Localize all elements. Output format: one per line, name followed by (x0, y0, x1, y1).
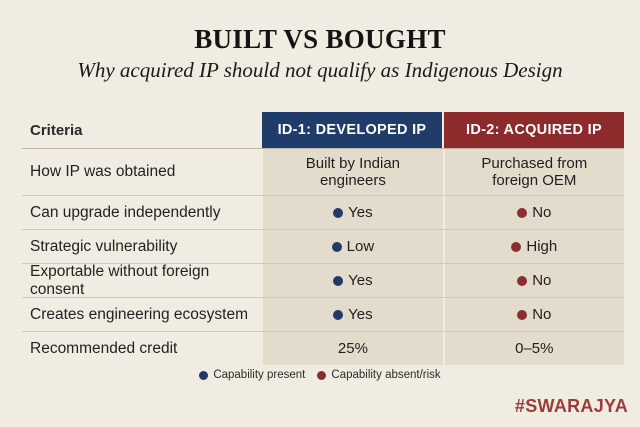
brand-logo: #SWARAJYA (514, 396, 628, 416)
developed-ip-value-text: Low (346, 237, 375, 255)
capability-absent-dot-icon (517, 309, 528, 320)
table-row: Can upgrade independently Yes No (22, 196, 624, 230)
acquired-ip-value-text: No (532, 271, 552, 289)
legend-label: Capability present (213, 369, 306, 381)
table-row: Strategic vulnerability Low High (22, 230, 624, 264)
criteria-label: Can upgrade independently (30, 203, 221, 221)
acquired-ip-value: High (444, 230, 624, 263)
table-row: How IP was obtained Built by Indian engin… (22, 149, 624, 196)
developed-ip-value: Yes (263, 264, 443, 297)
legend-item-absent: Capability absent/risk (317, 369, 441, 381)
acquired-ip-value: No (444, 298, 624, 331)
criteria-label: Strategic vulnerability (30, 237, 178, 255)
capability-absent-dot-icon (511, 241, 522, 252)
capability-absent-dot-icon (517, 207, 528, 218)
comparison-table: Criteria ID-1: DEVELOPED IP ID-2: ACQUIR… (22, 112, 624, 365)
acquired-ip-value: 0–5% (444, 332, 624, 365)
acquired-ip-value-text: No (532, 305, 552, 323)
acquired-ip-header: ID-2: ACQUIRED IP (444, 112, 624, 148)
page-title: BUILT VS BOUGHT (194, 24, 446, 54)
developed-ip-value-line: engineers (319, 172, 386, 189)
developed-ip-value: Low (263, 230, 443, 263)
capability-absent-dot-icon (517, 275, 528, 286)
acquired-ip-value: No (444, 264, 624, 297)
table-row: Exportable without foreign consent Yes N… (22, 262, 624, 298)
acquired-ip-value-text: 0–5% (515, 339, 554, 357)
developed-ip-value: 25% (263, 332, 443, 365)
developed-ip-value: Built by Indian engineers (263, 149, 443, 195)
page-subtitle: Why acquired IP should not qualify as In… (77, 58, 563, 82)
table-row: Creates engineering ecosystem Yes No (22, 298, 624, 332)
developed-ip-value-text: Yes (348, 203, 373, 221)
acquired-ip-value-text: High (526, 237, 558, 255)
criteria-label: How IP was obtained (30, 163, 176, 180)
legend-label: Capability absent/risk (331, 369, 441, 381)
capability-present-dot-icon (333, 275, 344, 286)
acquired-ip-value: No (444, 196, 624, 229)
legend-item-present: Capability present (199, 369, 305, 381)
capability-present-dot-icon (331, 241, 342, 252)
acquired-ip-value-line: Purchased from (481, 154, 588, 172)
table-row: Recommended credit 25% 0–5% (22, 332, 624, 365)
criteria-label: Recommended credit (30, 339, 178, 357)
criteria-header: Criteria (30, 121, 83, 139)
table-header-row: Criteria ID-1: DEVELOPED IP ID-2: ACQUIR… (22, 112, 624, 149)
criteria-label: Creates engineering ecosystem (30, 305, 248, 323)
developed-ip-value-line: Built by Indian (305, 154, 401, 172)
developed-ip-value: Yes (263, 196, 443, 229)
developed-ip-header: ID-1: DEVELOPED IP (262, 112, 442, 148)
acquired-ip-value-line: foreign OEM (492, 172, 577, 189)
developed-ip-value: Yes (263, 298, 443, 331)
criteria-label: Exportable without foreign consent (30, 262, 210, 298)
capability-absent-dot-icon (317, 370, 327, 380)
capability-present-dot-icon (333, 309, 344, 320)
capability-present-dot-icon (333, 207, 344, 218)
developed-ip-value-text: 25% (337, 339, 368, 357)
legend: Capability present Capability absent/ris… (0, 369, 640, 381)
acquired-ip-value: Purchased from foreign OEM (444, 149, 624, 195)
capability-present-dot-icon (199, 370, 209, 380)
developed-ip-value-text: Yes (348, 271, 373, 289)
acquired-ip-value-text: No (532, 203, 552, 221)
developed-ip-value-text: Yes (348, 305, 373, 323)
